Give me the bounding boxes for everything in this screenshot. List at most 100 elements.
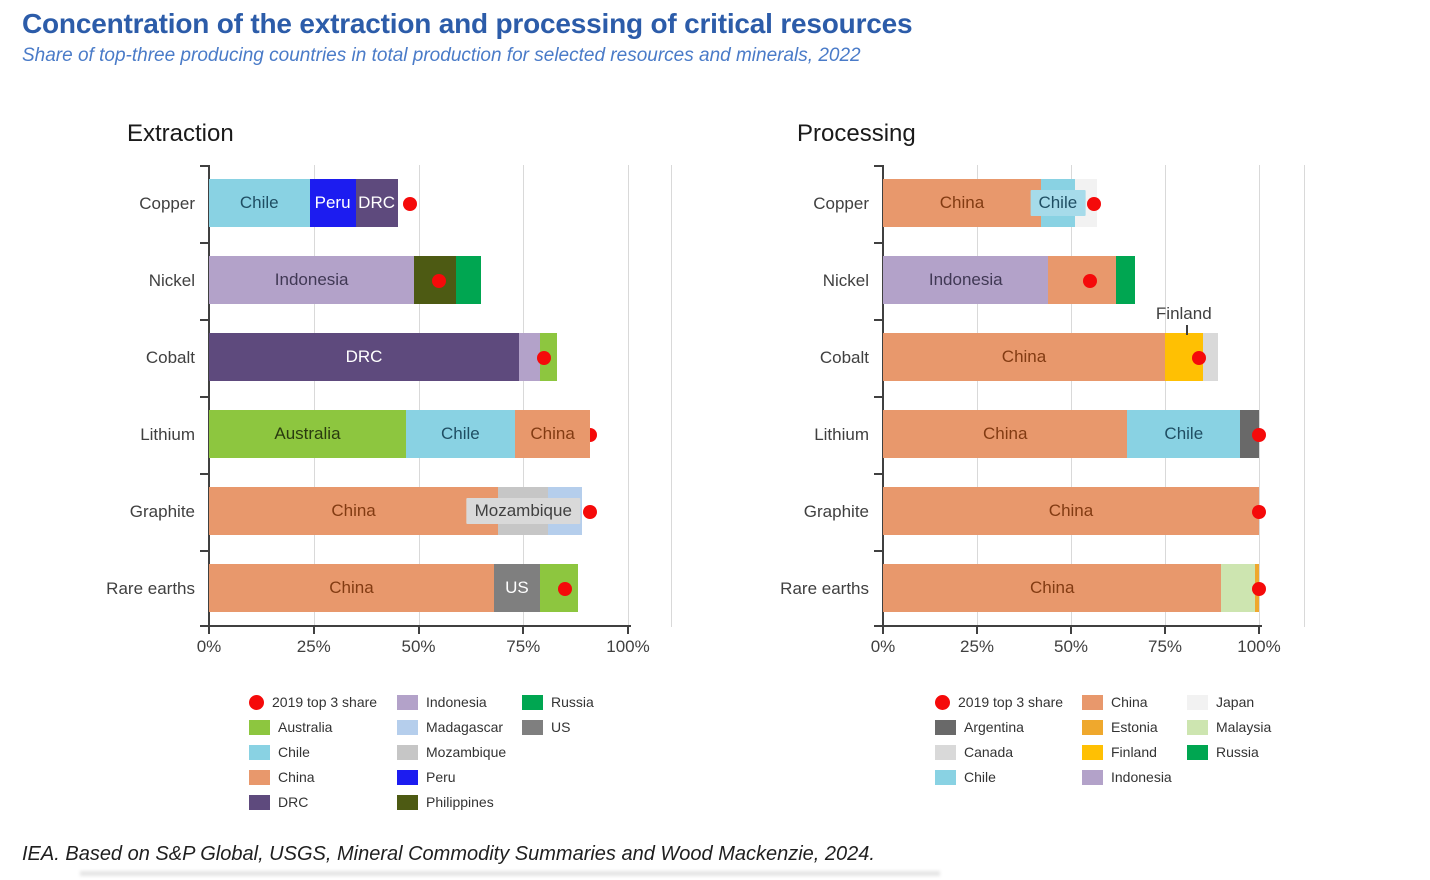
- y-axis-tick: [200, 165, 208, 167]
- legend-label: Argentina: [964, 719, 1024, 735]
- category-label-copper: Copper: [139, 193, 195, 213]
- dot-2019-top3-share: [403, 196, 418, 211]
- bar-label: Peru: [315, 179, 351, 227]
- bar-segment-china: [209, 564, 494, 612]
- x-axis-tick: [882, 627, 884, 634]
- legend-item-japan: Japan: [1187, 692, 1254, 712]
- processing-plot: 0% 25% 50% 75% 100% China Chile Indonesia China F…: [871, 165, 1305, 656]
- legend-swatch-peru: [397, 769, 418, 785]
- legend-item-peru: Peru: [397, 767, 456, 787]
- legend-item-russia: Russia: [1187, 742, 1259, 762]
- category-label-rare-earths: Rare earths: [106, 578, 195, 598]
- legend-swatch-canada: [935, 744, 956, 760]
- legend-swatch-indonesia: [1082, 769, 1103, 785]
- bar-label-text: China: [982, 424, 1028, 443]
- bar-label: Chile: [240, 179, 279, 227]
- y-axis-tick: [874, 165, 882, 167]
- bar-label-text: Mozambique: [466, 498, 580, 524]
- bar-label-text: Chile: [239, 193, 279, 212]
- legend-swatch-madagascar: [397, 719, 418, 735]
- bar-label-text: US: [505, 578, 529, 597]
- x-tick-label: 100%: [606, 637, 650, 656]
- legend-item-canada: Canada: [935, 742, 1013, 762]
- bar-label: Chile: [1164, 410, 1203, 458]
- plot-right-border: [1304, 165, 1305, 627]
- bar-label: Mozambique: [466, 487, 580, 535]
- gridline: [1165, 165, 1166, 627]
- bar-label: DRC: [346, 333, 383, 381]
- category-label-lithium: Lithium: [814, 424, 869, 444]
- legend-label: Estonia: [1111, 719, 1158, 735]
- y-axis: [208, 165, 210, 627]
- y-axis-tick: [874, 319, 882, 321]
- bar-segment-china: [1048, 256, 1117, 304]
- x-axis: [882, 625, 1262, 627]
- bar-segment-russia: [1116, 256, 1135, 304]
- x-axis-tick: [522, 627, 525, 634]
- legend-item-2019-top-3-share: 2019 top 3 share: [249, 692, 377, 712]
- bar-label-text: DRC: [345, 347, 383, 366]
- legend-label: Japan: [1216, 694, 1255, 710]
- processing-chart-title: Processing: [797, 120, 916, 147]
- category-label-nickel: Nickel: [148, 270, 195, 290]
- legend-swatch-malaysia: [1187, 719, 1208, 735]
- bar-label: Indonesia: [275, 256, 349, 304]
- x-tick-label: 25%: [296, 637, 331, 656]
- legend-item-madagascar: Madagascar: [397, 717, 503, 737]
- y-axis-tick: [200, 396, 208, 398]
- category-label-rare-earths: Rare earths: [780, 578, 869, 598]
- y-axis-tick: [200, 319, 208, 321]
- gridline: [1259, 165, 1260, 627]
- legend-item-chile: Chile: [935, 767, 996, 787]
- legend-item-drc: DRC: [249, 792, 308, 812]
- legend-item-us: US: [522, 717, 570, 737]
- legend-label: Russia: [551, 694, 594, 710]
- category-label-cobalt: Cobalt: [145, 347, 195, 367]
- bar-segment-chile: [209, 179, 310, 227]
- finland-callout-label: Finland: [1155, 304, 1212, 323]
- bar-label-text: China: [1029, 578, 1075, 597]
- bar-segment-drc: [209, 333, 520, 381]
- bar-segment-canada: [1202, 333, 1218, 381]
- legend-item-chile: Chile: [249, 742, 310, 762]
- x-tick-label: 0%: [870, 637, 896, 656]
- legend-swatch-indonesia: [397, 694, 418, 710]
- legend-item-mozambique: Mozambique: [397, 742, 506, 762]
- legend-swatch-estonia: [1082, 719, 1103, 735]
- ghost-artifact: [80, 871, 940, 876]
- legend-swatch-chile: [935, 769, 956, 785]
- legend-swatch-chile: [249, 744, 270, 760]
- bar-label: China: [1030, 564, 1074, 612]
- legend-swatch-russia: [1187, 744, 1208, 760]
- dot-2019-top3-share: [1191, 350, 1206, 365]
- bar-segment-china: [883, 333, 1165, 381]
- bar-segment-us: [493, 564, 540, 612]
- bar-label-text: Indonesia: [274, 270, 349, 289]
- legend-label: Chile: [278, 744, 310, 760]
- legend-swatch-us: [522, 719, 543, 735]
- legend-swatch-argentina: [935, 719, 956, 735]
- dot-2019-top3-share: [432, 273, 447, 288]
- bar-segment-china: [209, 487, 499, 535]
- legend-item-indonesia: Indonesia: [397, 692, 487, 712]
- x-axis: [208, 625, 631, 627]
- page-title: Concentration of the extraction and proc…: [22, 8, 913, 39]
- dot-2019-top3-share: [537, 350, 552, 365]
- dot-2019-top3-share: [1082, 273, 1097, 288]
- category-label-cobalt: Cobalt: [819, 347, 869, 367]
- extraction-plot: 0% 25% 50% 75% 100% Chile Peru DRC Indonesia DRC A…: [197, 165, 672, 656]
- legend-dot-icon: [249, 694, 264, 710]
- dot-2019-top3-share: [1252, 504, 1266, 519]
- bar-segment-china: [883, 410, 1128, 458]
- legend-label: Peru: [426, 769, 456, 785]
- x-tick-label: 75%: [506, 637, 541, 656]
- legend-swatch-finland: [1082, 744, 1103, 760]
- x-tick-label: 50%: [401, 637, 436, 656]
- legend-item-argentina: Argentina: [935, 717, 1024, 737]
- x-tick-label: 100%: [1237, 637, 1281, 656]
- bar-segment-malaysia: [1221, 564, 1256, 612]
- legend-item-malaysia: Malaysia: [1187, 717, 1271, 737]
- x-axis-tick: [1258, 627, 1260, 634]
- legend-label: Madagascar: [426, 719, 504, 735]
- legend-label: Chile: [964, 769, 996, 785]
